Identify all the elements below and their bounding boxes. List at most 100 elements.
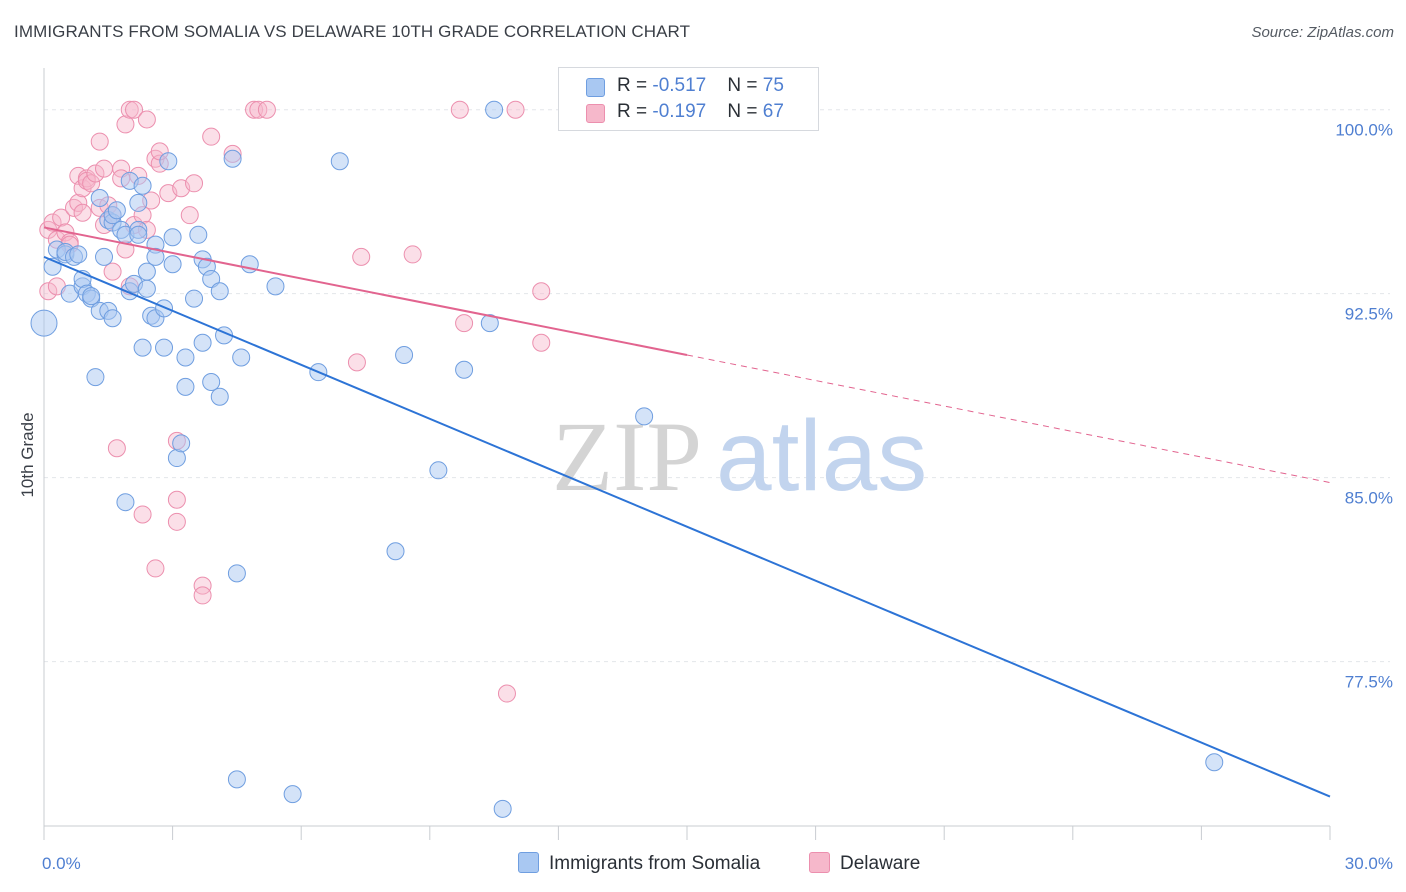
watermark-zip: ZIP	[552, 401, 702, 512]
axes	[43, 68, 1331, 840]
somalia-point	[129, 225, 148, 244]
delaware-trend-line	[43, 226, 688, 356]
somalia-point	[395, 346, 414, 365]
delaware-point	[125, 100, 144, 119]
delaware-point	[403, 245, 422, 264]
y-tick-labels: 100.0% 92.5% 85.0% 77.5%	[1335, 121, 1393, 692]
n-value: 67	[762, 101, 784, 122]
somalia-point	[330, 152, 349, 171]
delaware-point	[506, 100, 525, 119]
somalia-point	[137, 279, 156, 298]
somalia-point	[485, 100, 504, 119]
somalia-point	[189, 225, 208, 244]
somalia-point	[223, 149, 242, 168]
somalia-point	[90, 189, 109, 208]
y-tick-label: 92.5%	[1345, 305, 1393, 324]
delaware-point	[193, 576, 212, 595]
somalia-point	[30, 309, 58, 337]
delaware-point	[133, 505, 152, 524]
delaware-point	[202, 127, 221, 146]
somalia-point	[129, 193, 148, 212]
somalia-point	[137, 262, 156, 281]
n-label: N =	[727, 101, 763, 122]
somalia-point	[176, 348, 195, 367]
somalia-point	[172, 434, 191, 453]
delaware-point	[497, 684, 516, 703]
somalia-point	[1205, 753, 1224, 772]
somalia-point	[95, 247, 114, 266]
delaware-point	[352, 247, 371, 266]
somalia-point	[163, 228, 182, 247]
somalia-point	[635, 407, 654, 426]
somalia-point	[159, 152, 178, 171]
delaware-point	[112, 159, 131, 178]
source-label: Source: ZipAtlas.com	[1251, 24, 1394, 41]
watermark: ZIP atlas	[552, 400, 927, 512]
somalia-trend-line	[43, 255, 1331, 798]
delaware-point	[69, 193, 88, 212]
somalia-point	[202, 269, 221, 288]
somalia-point	[116, 493, 135, 512]
delaware-swatch	[586, 104, 605, 123]
somalia-point	[176, 377, 195, 396]
somalia-point	[107, 201, 126, 220]
delaware-point	[52, 208, 71, 227]
delaware-point	[103, 262, 122, 281]
delaware-point	[257, 100, 276, 119]
delaware-points	[39, 100, 551, 703]
delaware-point	[455, 314, 474, 333]
delaware-point	[167, 490, 186, 509]
x-tick-label: 0.0%	[42, 854, 81, 873]
somalia-legend-swatch	[518, 852, 539, 873]
n-label: N =	[727, 75, 763, 96]
legend-item-somalia[interactable]: Immigrants from Somalia	[518, 852, 760, 875]
somalia-point	[429, 461, 448, 480]
grid-lines	[44, 109, 1390, 663]
delaware-point	[532, 282, 551, 301]
somalia-point	[103, 309, 122, 328]
somalia-point	[133, 176, 152, 195]
somalia-point	[155, 299, 174, 318]
delaware-point	[43, 213, 62, 232]
somalia-point	[283, 785, 302, 804]
chart-title: IMMIGRANTS FROM SOMALIA VS DELAWARE 10TH…	[14, 22, 691, 41]
somalia-point	[493, 799, 512, 818]
delaware-legend-swatch	[809, 852, 830, 873]
r-value: -0.517	[652, 75, 707, 96]
somalia-point	[227, 564, 246, 583]
watermark-atlas: atlas	[716, 400, 927, 512]
legend-item-delaware[interactable]: Delaware	[809, 852, 920, 875]
somalia-point	[86, 368, 105, 387]
delaware-point	[532, 333, 551, 352]
delaware-point	[347, 353, 366, 372]
delaware-point	[120, 100, 139, 119]
somalia-point	[202, 372, 221, 391]
delaware-point	[185, 174, 204, 193]
trend-lines	[43, 226, 1331, 798]
y-tick-label: 77.5%	[1345, 673, 1393, 692]
delaware-point	[180, 206, 199, 225]
somalia-point	[193, 333, 212, 352]
delaware-point	[90, 132, 109, 151]
correlation-legend: R = -0.517 N = 75 R = -0.197 N = 67	[558, 67, 819, 131]
somalia-point	[386, 542, 405, 561]
delaware-point	[116, 115, 135, 134]
delaware-point	[86, 164, 105, 183]
delaware-point	[39, 282, 58, 301]
somalia-point	[69, 245, 88, 264]
somalia-point	[266, 277, 285, 296]
r-label: R =	[617, 75, 653, 96]
somalia-point	[455, 360, 474, 379]
somalia-point	[82, 287, 101, 306]
n-value: 75	[762, 75, 784, 96]
somalia-swatch	[586, 78, 605, 97]
delaware-point	[193, 586, 212, 605]
x-tick-labels: 0.0% 30.0%	[42, 854, 1393, 873]
delaware-point	[95, 159, 114, 178]
y-axis-title: 10th Grade	[18, 412, 37, 497]
somalia-point	[480, 314, 499, 333]
somalia-point	[146, 247, 165, 266]
delaware-point	[82, 174, 101, 193]
legend-label-somalia: Immigrants from Somalia	[549, 853, 761, 874]
